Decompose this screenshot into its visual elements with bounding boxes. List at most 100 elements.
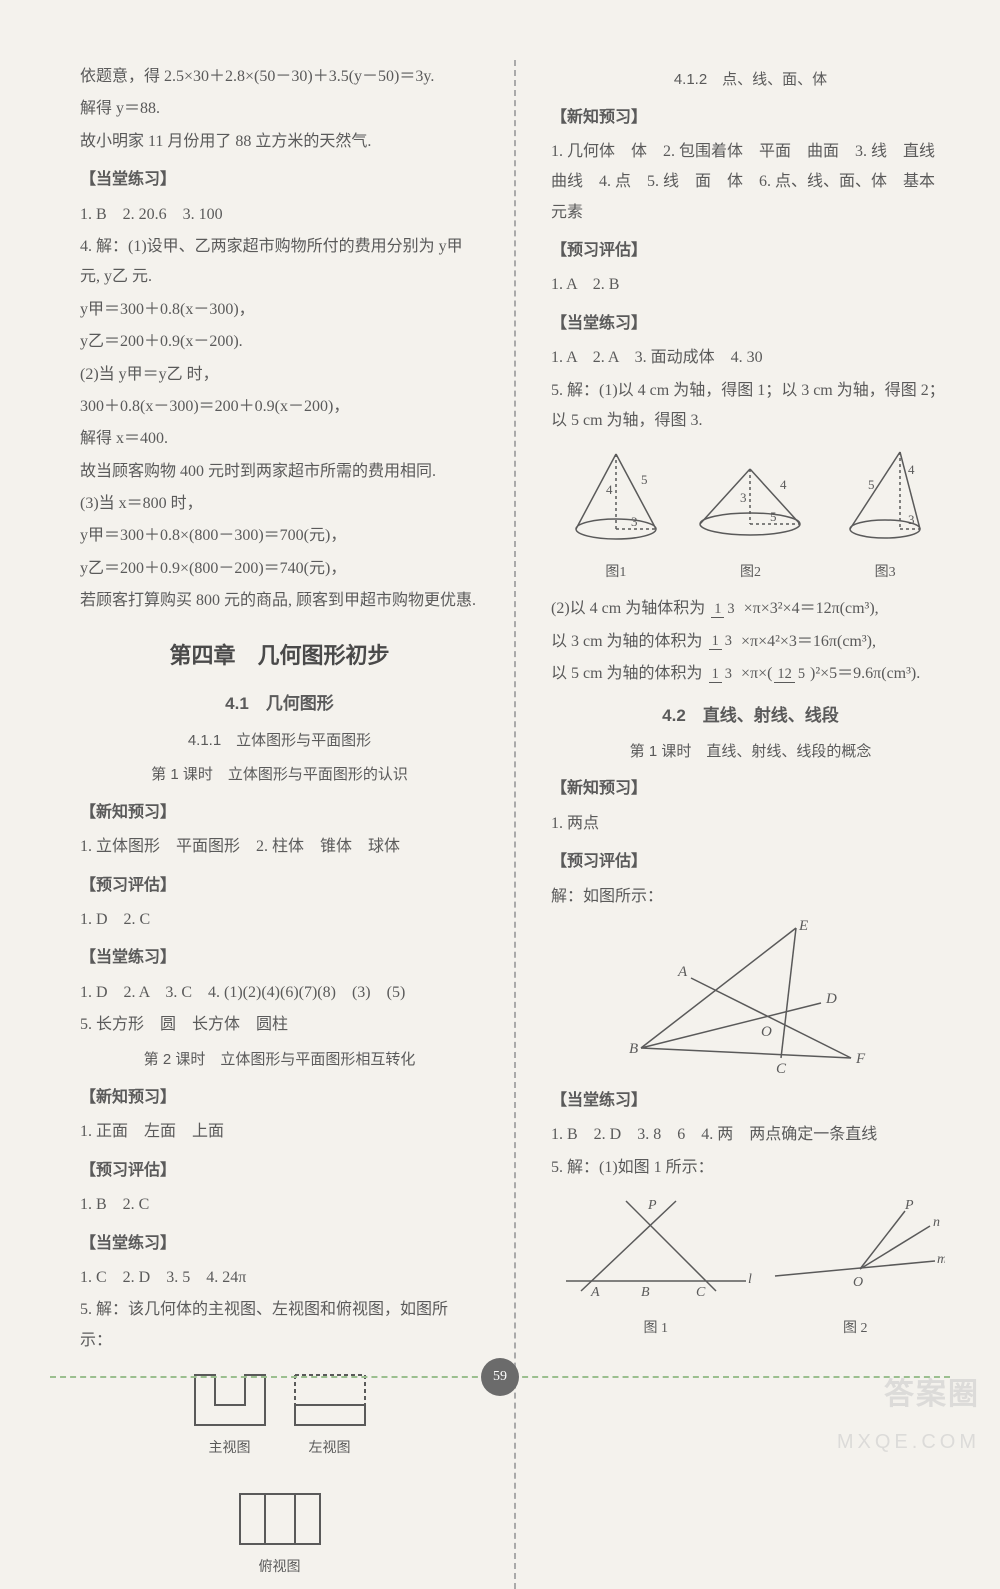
text: 1. D 2. C [80,905,479,935]
svg-text:P: P [904,1198,914,1213]
fig-label: 图2 [690,560,810,587]
svg-text:3: 3 [740,490,747,505]
text: 1. B 2. C [80,1190,479,1220]
lines-figure: E A D O B C F [621,918,881,1078]
fig-label: 图3 [830,560,940,587]
text: 解得 x＝400. [80,424,479,454]
views-figure: 主视图 左视图 [80,1364,479,1581]
left-view-icon [290,1370,370,1430]
lesson-title: 第 2 课时 立体图形与平面图形相互转化 [80,1046,479,1075]
svg-text:4: 4 [780,477,787,492]
cone3-icon: 5 4 3 [830,444,940,544]
text: y甲＝300＋0.8×(800－300)＝700(元)， [80,521,479,551]
cone1-icon: 4 5 3 [561,444,671,544]
right-column: 4.1.2 点、线、面、体 【新知预习】 1. 几何体 体 2. 包围着体 平面… [551,60,950,1589]
svg-text:5: 5 [770,509,777,524]
column-divider [514,60,516,1589]
text: y乙＝200＋0.9(x－200). [80,327,479,357]
left-column: 依题意，得 2.5×30＋2.8×(50－30)＋3.5(y－50)＝3y. 解… [80,60,479,1589]
watermark: 答案圈 MXQE.COM [837,1366,980,1461]
watermark-cn: 答案圈 [837,1366,980,1423]
subsection-title: 4.1.1 立体图形与平面图形 [80,727,479,756]
top-view-icon [235,1489,325,1549]
svg-text:F: F [855,1051,866,1067]
text: y乙＝200＋0.9×(800－200)＝740(元)， [80,554,479,584]
text: 1. 两点 [551,809,950,839]
svg-text:4: 4 [606,482,613,497]
svg-text:4: 4 [908,462,915,477]
text: y甲＝300＋0.8(x－300)， [80,295,479,325]
heading: 【预习评估】 [80,871,479,901]
section-title: 4.2 直线、射线、线段 [551,700,950,732]
heading: 【新知预习】 [551,774,950,804]
text: 4. 解：(1)设甲、乙两家超市购物所付的费用分别为 y甲 元, y乙 元. [80,232,479,293]
text: 故小明家 11 月份用了 88 立方米的天然气. [80,127,479,157]
text: (2)以 4 cm 为轴体积为 13 ×π×3²×4＝12π(cm³), [551,594,950,624]
text: 若顾客打算购买 800 元的商品, 顾客到甲超市购物更优惠. [80,586,479,616]
text: (3)当 x＝800 时， [80,489,479,519]
heading: 【预习评估】 [80,1156,479,1186]
heading: 【当堂练习】 [80,1229,479,1259]
svg-text:B: B [641,1285,650,1300]
text: 300＋0.8(x－300)＝200＋0.9(x－200)， [80,392,479,422]
heading: 【当堂练习】 [80,943,479,973]
text: 1. D 2. A 3. C 4. (1)(2)(4)(6)(7)(8) (3)… [80,978,479,1008]
svg-text:O: O [853,1275,863,1290]
svg-text:B: B [629,1041,638,1057]
cones-figure: 4 5 3 图1 3 5 4 [551,444,950,586]
svg-text:l: l [748,1272,752,1287]
fig-label: 图 2 [765,1316,945,1343]
lesson-title: 第 1 课时 直线、射线、线段的概念 [551,738,950,767]
section-title: 4.1 几何图形 [80,688,479,720]
watermark-en: MXQE.COM [837,1423,980,1461]
svg-text:m: m [937,1252,945,1267]
front-view-icon [190,1370,270,1430]
heading: 【当堂练习】 [551,309,950,339]
text: 1. C 2. D 3. 5 4. 24π [80,1263,479,1293]
svg-text:5: 5 [868,477,875,492]
text: 以 5 cm 为轴的体积为 13 ×π×(125)²×5＝9.6π(cm³). [551,659,950,689]
fig-label: 左视图 [290,1436,370,1463]
svg-text:O: O [761,1024,772,1040]
heading: 【新知预习】 [80,798,479,828]
lesson-title: 第 1 课时 立体图形与平面图形的认识 [80,761,479,790]
fig-label: 图 1 [556,1316,756,1343]
cone2-icon: 3 5 4 [690,454,810,544]
subsection-title: 4.1.2 点、线、面、体 [551,66,950,95]
text: 5. 解：该几何体的主视图、左视图和俯视图，如图所示： [80,1295,479,1356]
text: 1. 几何体 体 2. 包围着体 平面 曲面 3. 线 直线 曲线 4. 点 5… [551,137,950,228]
svg-text:E: E [798,918,808,934]
fig-label: 主视图 [190,1436,270,1463]
text: 5. 解：(1)如图 1 所示： [551,1153,950,1183]
text: 依题意，得 2.5×30＋2.8×(50－30)＋3.5(y－50)＝3y. [80,62,479,92]
svg-text:C: C [776,1061,787,1077]
chapter-title: 第四章 几何图形初步 [80,635,479,677]
svg-text:3: 3 [631,514,638,529]
heading: 【新知预习】 [80,1083,479,1113]
svg-text:3: 3 [908,512,915,527]
svg-text:A: A [677,964,688,980]
svg-text:5: 5 [641,472,648,487]
heading: 【预习评估】 [551,236,950,266]
text: 1. 正面 左面 上面 [80,1117,479,1147]
svg-text:C: C [696,1285,706,1300]
svg-text:D: D [825,991,837,1007]
heading: 【新知预习】 [551,103,950,133]
text: 5. 长方形 圆 长方体 圆柱 [80,1010,479,1040]
text: 解：如图所示： [551,882,950,912]
fig-label: 俯视图 [80,1555,479,1582]
text: 1. A 2. B [551,270,950,300]
text: 以 3 cm 为轴的体积为 13 ×π×4²×3＝16π(cm³), [551,627,950,657]
text: 1. A 2. A 3. 面动成体 4. 30 [551,343,950,373]
fig-label: 图1 [561,560,671,587]
page-number: 59 [481,1358,519,1396]
text: 解得 y＝88. [80,94,479,124]
fig2-icon: P n O m [765,1191,945,1301]
fig1-icon: P A B C l [556,1191,756,1301]
text: 5. 解：(1)以 4 cm 为轴，得图 1；以 3 cm 为轴，得图 2；以 … [551,376,950,437]
heading: 【当堂练习】 [551,1086,950,1116]
bottom-figures: P A B C l 图 1 P [551,1191,950,1343]
heading: 【预习评估】 [551,847,950,877]
svg-text:n: n [933,1215,940,1230]
text: 故当顾客购物 400 元时到两家超市所需的费用相同. [80,457,479,487]
